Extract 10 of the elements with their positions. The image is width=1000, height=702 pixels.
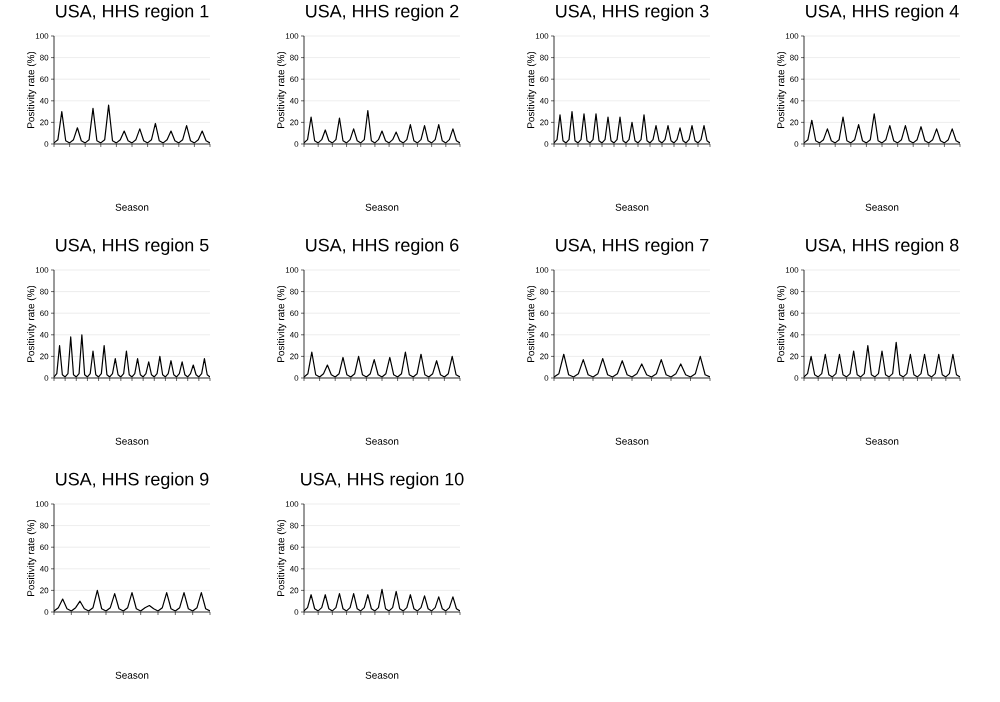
chart-title: USA, HHS region 9	[56, 472, 209, 489]
chart-title: USA, HHS region 1	[56, 4, 209, 21]
chart-title: USA, HHS region 3	[556, 4, 709, 21]
chart-title: USA, HHS region 6	[306, 238, 459, 255]
chart-title: USA, HHS region 10	[301, 472, 464, 489]
chart-title: USA, HHS region 4	[806, 4, 959, 21]
chart-title: USA, HHS region 8	[806, 238, 959, 255]
chart-title: USA, HHS region 7	[556, 238, 709, 255]
chart-title: USA, HHS region 2	[306, 4, 459, 21]
chart-title: USA, HHS region 5	[56, 238, 209, 255]
